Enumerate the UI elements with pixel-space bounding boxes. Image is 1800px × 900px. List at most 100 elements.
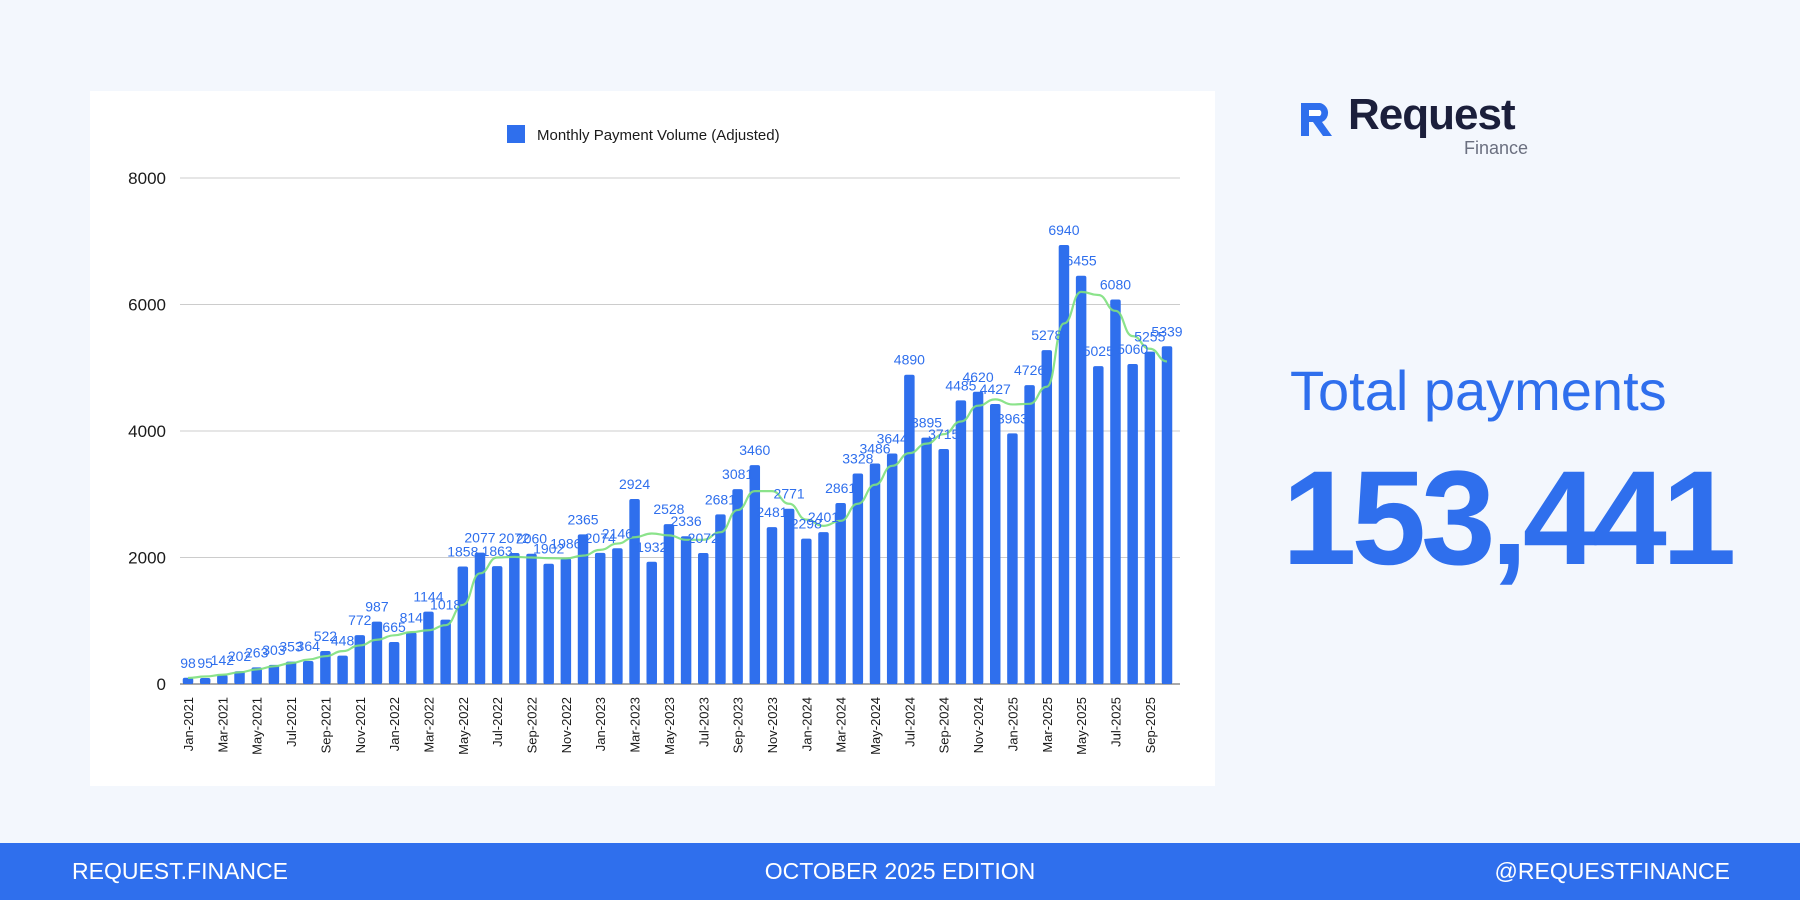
bar — [474, 552, 486, 684]
bar-value-label: 2146 — [602, 525, 633, 541]
bar — [835, 503, 846, 684]
x-tick-label: Jan-2022 — [387, 697, 402, 751]
bar — [320, 650, 331, 684]
bar-value-label: 4726 — [1014, 362, 1045, 378]
bar-value-label: 6455 — [1066, 253, 1097, 269]
y-tick-label: 8000 — [128, 169, 166, 188]
bar — [663, 524, 675, 684]
bar-value-label: 303 — [262, 642, 286, 658]
bar-value-label: 95 — [197, 655, 213, 671]
legend-label: Monthly Payment Volume (Adjusted) — [537, 127, 780, 144]
bar — [989, 403, 1001, 684]
bar-value-label: 3644 — [877, 431, 908, 447]
x-tick-label: Sep-2022 — [525, 697, 540, 753]
bar — [921, 437, 932, 684]
x-tick-label: Sep-2021 — [318, 697, 333, 753]
bar — [783, 508, 795, 684]
y-tick-label: 4000 — [128, 422, 166, 441]
footer-handle[interactable]: @REQUESTFINANCE — [1494, 858, 1730, 884]
bar — [268, 664, 280, 684]
bar-value-label: 5255 — [1134, 329, 1165, 345]
bar — [1144, 351, 1156, 684]
legend-swatch — [507, 125, 525, 143]
bar — [1075, 275, 1087, 684]
bar-value-label: 98 — [180, 655, 196, 671]
x-tick-label: Nov-2022 — [559, 697, 574, 753]
bar-value-label: 3963 — [997, 410, 1028, 426]
bar — [698, 552, 709, 684]
x-tick-label: May-2023 — [662, 697, 677, 755]
y-axis-ticks: 0 2000 4000 6000 8000 — [128, 169, 166, 694]
x-tick-label: May-2024 — [868, 697, 883, 755]
bar — [1058, 245, 1070, 685]
bar-value-label: 2072 — [688, 530, 719, 546]
bar — [680, 536, 692, 684]
bar — [302, 660, 314, 684]
bar-value-label: 2481 — [756, 504, 787, 520]
bars — [182, 245, 1173, 685]
bar — [766, 527, 778, 684]
bar — [560, 558, 572, 684]
x-tick-label: Mar-2022 — [421, 697, 436, 753]
bar — [234, 671, 245, 684]
bar-value-label: 1932 — [636, 539, 667, 555]
bar-value-label: 4620 — [962, 369, 993, 385]
x-tick-label: Mar-2023 — [628, 697, 643, 753]
x-tick-label: Sep-2023 — [731, 697, 746, 753]
x-tick-label: Jan-2024 — [799, 697, 814, 751]
x-tick-label: Jul-2024 — [902, 697, 917, 747]
bar — [251, 667, 262, 684]
x-tick-label: Jan-2023 — [593, 697, 608, 751]
bar-value-label: 5339 — [1151, 323, 1182, 339]
footer-website[interactable]: REQUEST.FINANCE — [72, 858, 288, 884]
bar-value-label: 2528 — [653, 501, 684, 517]
total-payments-label: Total payments — [1290, 359, 1667, 422]
y-tick-label: 6000 — [128, 296, 166, 315]
bar — [423, 611, 434, 684]
bar — [869, 463, 881, 684]
bar — [629, 499, 640, 684]
x-tick-label: Jul-2021 — [284, 697, 299, 747]
bar — [852, 473, 864, 684]
x-axis-ticks: Jan-2021 Mar-2021 May-2021 Jul-2021 Sep-2021… — [181, 697, 1158, 755]
footer-edition: OCTOBER 2025 EDITION — [764, 858, 1036, 884]
bar-value-label: 2074 — [585, 530, 616, 546]
bar-value-label: 2060 — [516, 531, 547, 547]
bar-value-label: 202 — [228, 648, 252, 664]
x-tick-label: Nov-2021 — [353, 697, 368, 753]
legend: Monthly Payment Volume (Adjusted) — [507, 125, 780, 144]
brand-name: Request — [1348, 90, 1516, 139]
bar — [388, 641, 400, 684]
bar-value-label: 3486 — [859, 441, 890, 457]
bar — [1093, 366, 1104, 684]
y-tick-label: 0 — [157, 675, 166, 694]
bar — [440, 619, 451, 684]
bar — [199, 677, 211, 684]
bar-value-label: 987 — [365, 599, 389, 615]
bar-value-label: 1144 — [413, 589, 443, 605]
bar — [938, 449, 949, 684]
bar — [886, 453, 898, 684]
bar — [457, 566, 469, 684]
bar-value-label: 2771 — [774, 486, 805, 502]
bar-value-label: 353 — [279, 639, 303, 655]
bar-value-label: 263 — [245, 644, 269, 660]
bar-value-label: 5025 — [1083, 343, 1114, 359]
bar — [1110, 299, 1121, 684]
bar — [612, 548, 623, 684]
bar — [182, 677, 194, 684]
bar — [491, 566, 503, 684]
x-tick-label: Sep-2024 — [937, 697, 952, 753]
bar-value-label: 2336 — [671, 513, 702, 529]
brand-logo: Request Finance — [1298, 90, 1538, 164]
x-tick-label: Jul-2022 — [490, 697, 505, 747]
bar-value-label: 2077 — [464, 530, 495, 546]
trend-path — [187, 290, 1168, 680]
x-tick-label: Nov-2024 — [971, 697, 986, 753]
x-tick-label: Jan-2025 — [1005, 697, 1020, 751]
bar-value-label: 1858 — [447, 543, 478, 559]
bar — [1024, 385, 1035, 684]
bar — [509, 552, 520, 684]
